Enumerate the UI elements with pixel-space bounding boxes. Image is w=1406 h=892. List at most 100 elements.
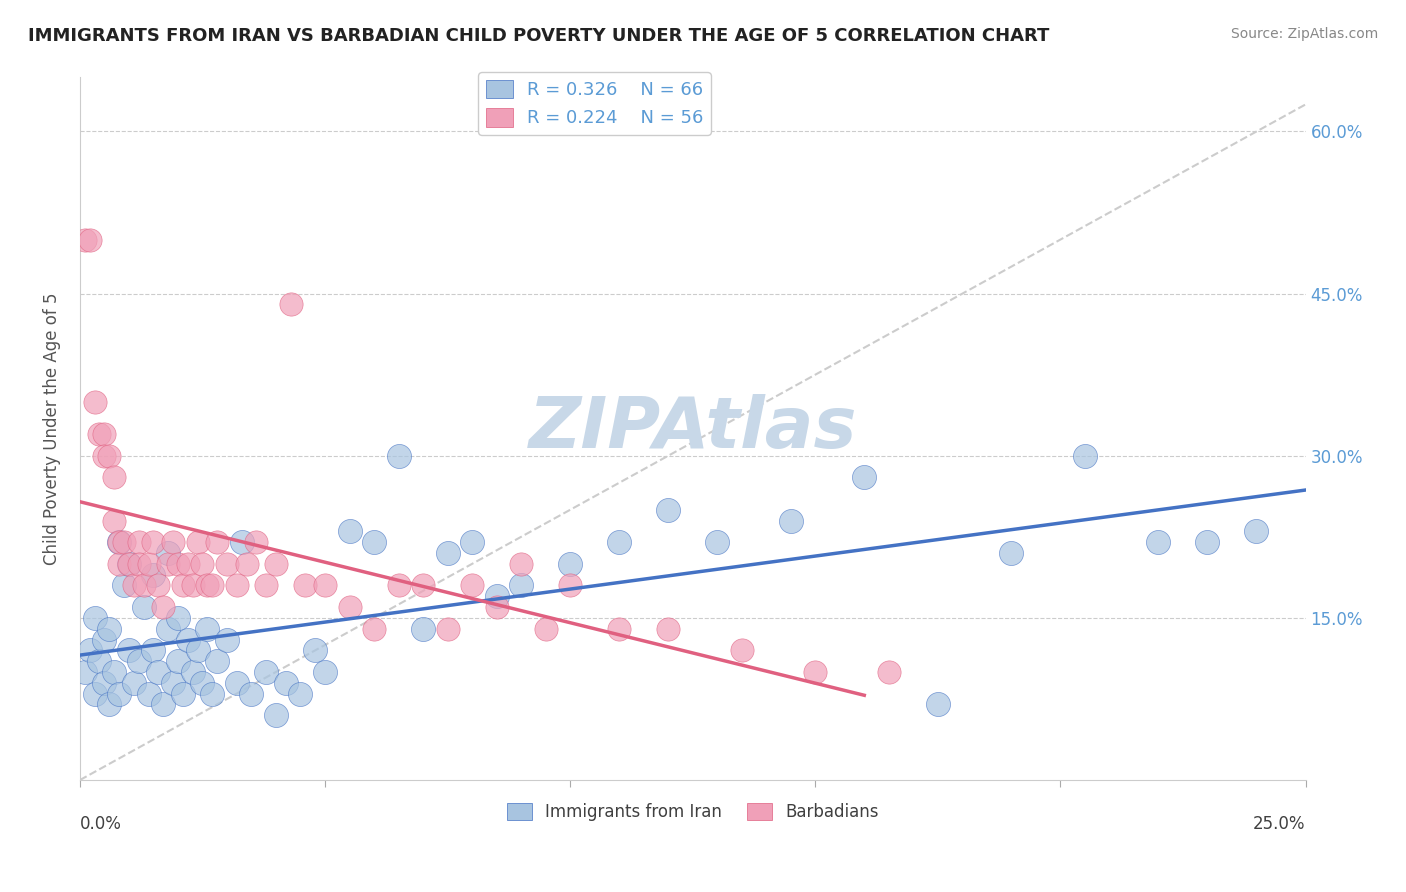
Text: IMMIGRANTS FROM IRAN VS BARBADIAN CHILD POVERTY UNDER THE AGE OF 5 CORRELATION C: IMMIGRANTS FROM IRAN VS BARBADIAN CHILD … bbox=[28, 27, 1049, 45]
Point bbox=[485, 589, 508, 603]
Point bbox=[132, 578, 155, 592]
Point bbox=[138, 557, 160, 571]
Point bbox=[138, 687, 160, 701]
Point bbox=[186, 643, 208, 657]
Point bbox=[98, 622, 121, 636]
Point bbox=[706, 535, 728, 549]
Point bbox=[172, 578, 194, 592]
Point bbox=[853, 470, 876, 484]
Point bbox=[205, 535, 228, 549]
Point bbox=[215, 557, 238, 571]
Point bbox=[436, 546, 458, 560]
Point bbox=[264, 708, 287, 723]
Point bbox=[167, 557, 190, 571]
Point bbox=[181, 578, 204, 592]
Point bbox=[128, 535, 150, 549]
Point bbox=[195, 578, 218, 592]
Point bbox=[534, 622, 557, 636]
Point bbox=[339, 600, 361, 615]
Point bbox=[510, 578, 533, 592]
Point bbox=[122, 578, 145, 592]
Point bbox=[112, 535, 135, 549]
Point bbox=[162, 535, 184, 549]
Point bbox=[177, 557, 200, 571]
Point bbox=[122, 675, 145, 690]
Point bbox=[148, 578, 170, 592]
Point bbox=[83, 611, 105, 625]
Point bbox=[118, 557, 141, 571]
Point bbox=[1147, 535, 1170, 549]
Point bbox=[93, 449, 115, 463]
Point bbox=[201, 687, 224, 701]
Point bbox=[485, 600, 508, 615]
Text: Source: ZipAtlas.com: Source: ZipAtlas.com bbox=[1230, 27, 1378, 41]
Point bbox=[132, 600, 155, 615]
Point bbox=[157, 622, 180, 636]
Point bbox=[314, 578, 336, 592]
Point bbox=[314, 665, 336, 679]
Point bbox=[162, 675, 184, 690]
Point bbox=[157, 557, 180, 571]
Point bbox=[157, 546, 180, 560]
Point bbox=[152, 698, 174, 712]
Point bbox=[877, 665, 900, 679]
Point bbox=[245, 535, 267, 549]
Point bbox=[1246, 524, 1268, 539]
Point bbox=[103, 665, 125, 679]
Point bbox=[112, 578, 135, 592]
Point bbox=[215, 632, 238, 647]
Point bbox=[387, 449, 409, 463]
Point bbox=[254, 578, 277, 592]
Point bbox=[83, 394, 105, 409]
Point bbox=[191, 557, 214, 571]
Text: 25.0%: 25.0% bbox=[1253, 815, 1306, 833]
Point bbox=[225, 578, 247, 592]
Point bbox=[363, 535, 385, 549]
Point bbox=[108, 535, 131, 549]
Point bbox=[73, 233, 96, 247]
Point bbox=[461, 535, 484, 549]
Point bbox=[152, 600, 174, 615]
Point bbox=[148, 665, 170, 679]
Point bbox=[167, 611, 190, 625]
Point bbox=[387, 578, 409, 592]
Point bbox=[225, 675, 247, 690]
Point bbox=[89, 654, 111, 668]
Point bbox=[290, 687, 312, 701]
Point bbox=[304, 643, 326, 657]
Point bbox=[177, 632, 200, 647]
Point bbox=[98, 449, 121, 463]
Point bbox=[103, 514, 125, 528]
Point bbox=[93, 675, 115, 690]
Point bbox=[93, 632, 115, 647]
Point bbox=[558, 578, 581, 592]
Text: 0.0%: 0.0% bbox=[80, 815, 122, 833]
Point bbox=[79, 233, 101, 247]
Point bbox=[339, 524, 361, 539]
Point bbox=[1197, 535, 1219, 549]
Point bbox=[205, 654, 228, 668]
Point bbox=[142, 535, 165, 549]
Point bbox=[731, 643, 754, 657]
Point bbox=[461, 578, 484, 592]
Point bbox=[186, 535, 208, 549]
Point bbox=[412, 578, 434, 592]
Point bbox=[128, 654, 150, 668]
Point bbox=[607, 535, 630, 549]
Point bbox=[607, 622, 630, 636]
Point bbox=[118, 557, 141, 571]
Point bbox=[779, 514, 801, 528]
Y-axis label: Child Poverty Under the Age of 5: Child Poverty Under the Age of 5 bbox=[44, 293, 60, 565]
Point bbox=[254, 665, 277, 679]
Point bbox=[181, 665, 204, 679]
Point bbox=[280, 297, 302, 311]
Point bbox=[167, 654, 190, 668]
Point bbox=[93, 427, 115, 442]
Point bbox=[83, 687, 105, 701]
Point bbox=[108, 535, 131, 549]
Point bbox=[264, 557, 287, 571]
Point bbox=[294, 578, 316, 592]
Point bbox=[191, 675, 214, 690]
Point bbox=[231, 535, 253, 549]
Point bbox=[142, 567, 165, 582]
